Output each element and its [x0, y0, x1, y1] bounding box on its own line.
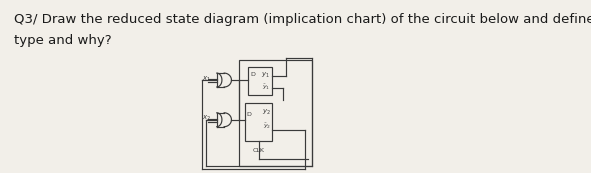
- Bar: [248, 67, 272, 95]
- Text: D: D: [247, 112, 252, 117]
- Text: type and why?: type and why?: [14, 34, 112, 47]
- Bar: [245, 103, 272, 140]
- Text: $y_1$: $y_1$: [261, 70, 270, 80]
- Bar: [239, 60, 312, 166]
- Text: $y_2$: $y_2$: [262, 108, 271, 117]
- Text: CLK: CLK: [252, 148, 265, 153]
- Text: $x_1$: $x_1$: [202, 74, 211, 84]
- Text: D: D: [251, 72, 255, 78]
- Text: $x_2$: $x_2$: [202, 114, 211, 123]
- Text: Q3/ Draw the reduced state diagram (implication chart) of the circuit below and : Q3/ Draw the reduced state diagram (impl…: [14, 13, 591, 26]
- Text: $\bar{y}_2$: $\bar{y}_2$: [263, 122, 271, 131]
- Text: $\bar{y}_1$: $\bar{y}_1$: [262, 83, 270, 92]
